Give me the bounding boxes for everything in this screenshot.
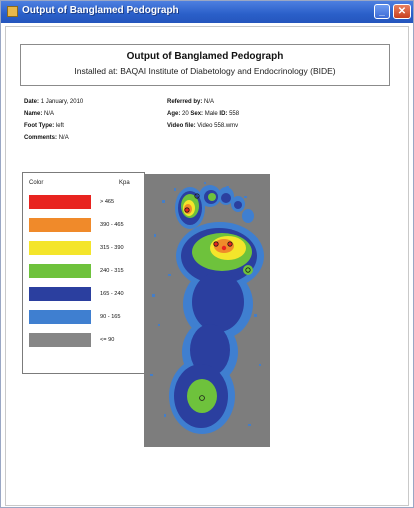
legend-color-header: Color: [29, 180, 44, 186]
legend-range-315-390: 315 - 390: [100, 245, 124, 251]
legend-swatch-315-390: [29, 241, 91, 255]
legend-swatch-90-165: [29, 310, 91, 324]
close-button[interactable]: ✕: [393, 4, 411, 19]
age-sex-id-row: Age: 20 Sex: Male ID: 558: [167, 111, 239, 117]
video-label: Video file:: [167, 123, 196, 129]
comments-label: Comments:: [24, 135, 58, 141]
close-icon: ✕: [397, 6, 407, 17]
report-title: Output of Banglamed Pedograph: [126, 51, 284, 62]
report-subtitle: Installed at: BAQAI Institute of Diabeto…: [74, 66, 336, 76]
legend-swatch-165-240: [29, 287, 91, 301]
video-value: Video 558.wmv: [197, 123, 239, 129]
foot-type-row: Foot Type: left: [24, 123, 64, 129]
foot-type-label: Foot Type:: [24, 123, 55, 129]
date-label: Date:: [24, 99, 40, 105]
name-label: Name:: [24, 111, 43, 117]
sex-label: Sex:: [190, 111, 204, 117]
legend-range-under-90: <= 90: [100, 337, 115, 343]
legend-range-over-465: > 465: [100, 199, 115, 205]
legend-swatch-240-315: [29, 264, 91, 278]
referred-value: N/A: [204, 99, 215, 105]
legend-range-390-465: 390 - 465: [100, 222, 124, 228]
legend-unit-header: Kpa: [119, 180, 130, 186]
pressure-legend: Color Kpa > 465 390 - 465 315 - 390 240 …: [22, 172, 145, 374]
date-row: Date: 1 January, 2010: [24, 99, 83, 105]
window-title: Output of Banglamed Pedograph: [22, 5, 179, 16]
legend-swatch-under-90: [29, 333, 91, 347]
minimize-icon: _: [379, 6, 385, 17]
date-value: 1 January, 2010: [40, 99, 84, 105]
referred-row: Referred by: N/A: [167, 99, 214, 105]
video-file-row: Video file: Video 558.wmv: [167, 123, 238, 129]
legend-swatch-over-465: [29, 195, 91, 209]
age-value: 20: [182, 111, 189, 117]
referred-label: Referred by:: [167, 99, 203, 105]
id-label: ID:: [219, 111, 228, 117]
title-bar[interactable]: Output of Banglamed Pedograph _ ✕: [1, 1, 413, 23]
name-value: N/A: [44, 111, 55, 117]
name-row: Name: N/A: [24, 111, 54, 117]
foot-type-value: left: [55, 123, 64, 129]
legend-range-165-240: 165 - 240: [100, 291, 124, 297]
minimize-button[interactable]: _: [374, 4, 390, 19]
legend-swatch-390-465: [29, 218, 91, 232]
foot-pressure-heatmap: [150, 182, 264, 434]
foot-pressure-map: [144, 174, 270, 447]
age-label: Age:: [167, 111, 181, 117]
report-frame: Output of Banglamed Pedograph Installed …: [5, 26, 409, 506]
id-value: 558: [229, 111, 240, 117]
app-icon: [7, 6, 18, 17]
comments-row: Comments: N/A: [24, 135, 69, 141]
legend-range-90-165: 90 - 165: [100, 314, 121, 320]
report-header: Output of Banglamed Pedograph Installed …: [20, 44, 390, 86]
comments-value: N/A: [58, 135, 69, 141]
sex-value: Male: [204, 111, 218, 117]
legend-range-240-315: 240 - 315: [100, 268, 124, 274]
